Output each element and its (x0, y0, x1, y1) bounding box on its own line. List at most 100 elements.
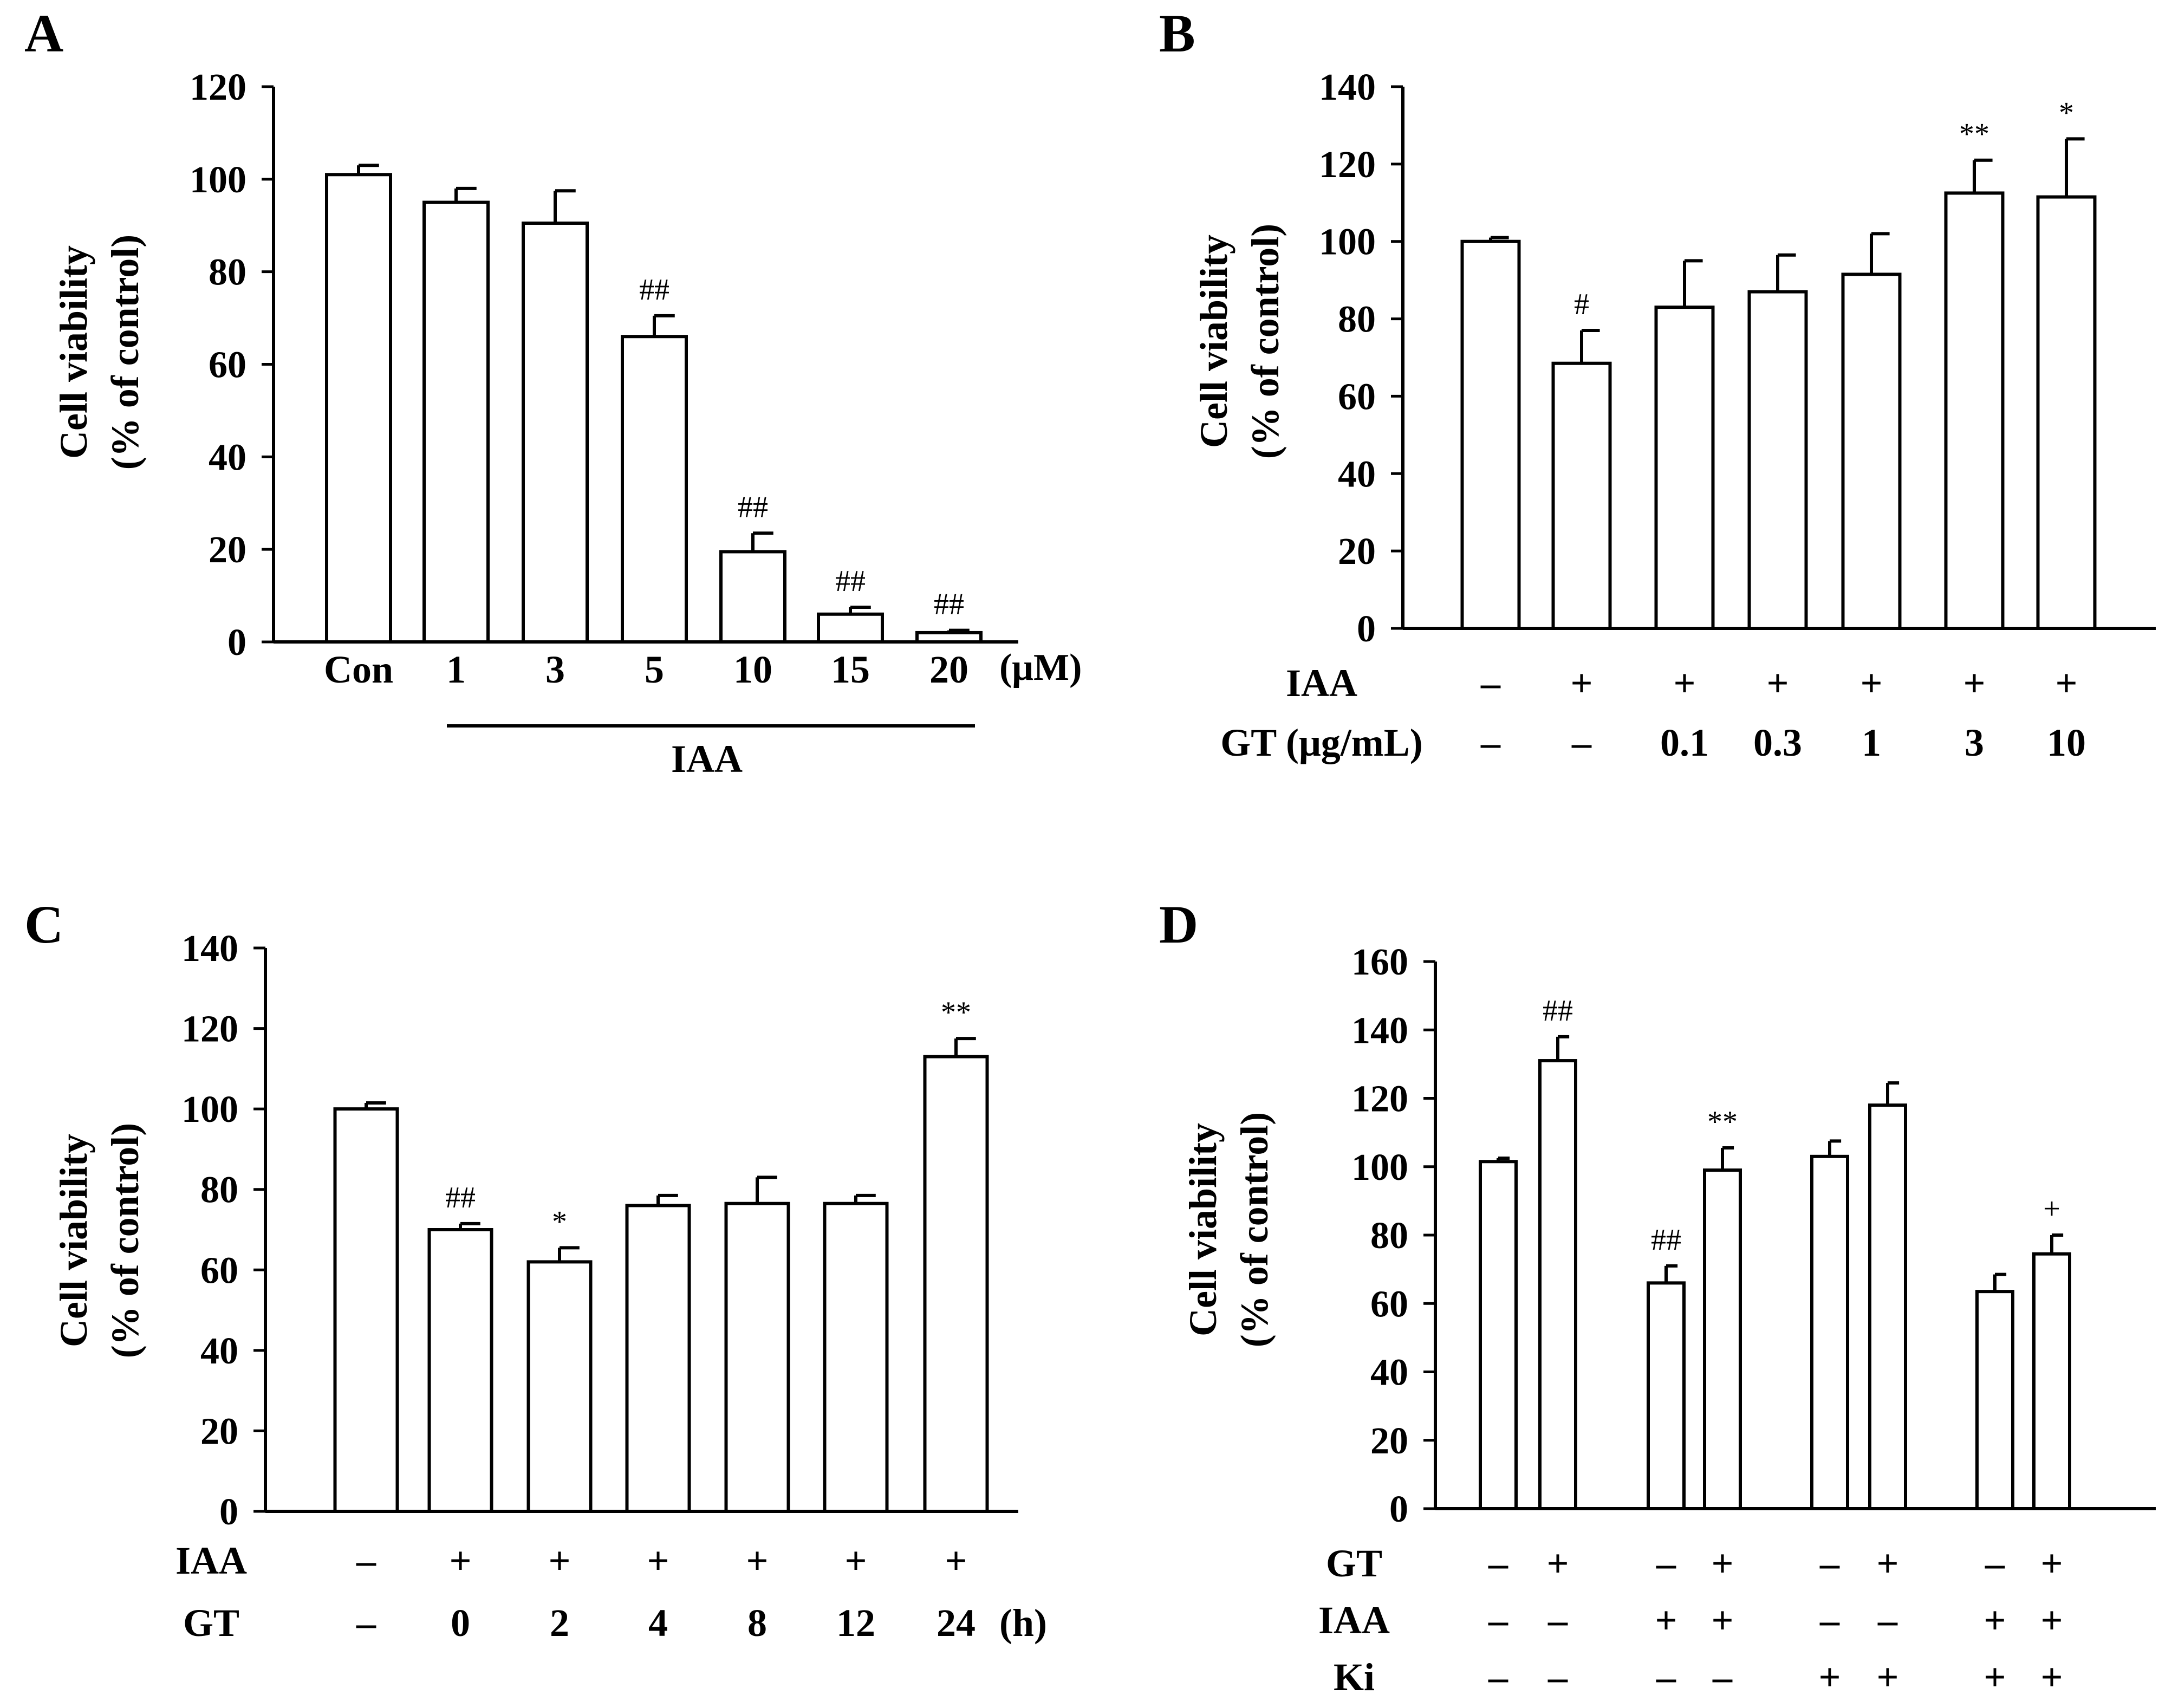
condition-value: 0.1 (1660, 721, 1709, 764)
x-tick-label: 5 (645, 648, 664, 691)
panel-d-y-axis: 0 20 40 60 80 100 120 140 160 (1351, 941, 2156, 1530)
condition-value: + (1673, 661, 1695, 705)
y-tick-label: 0 (219, 1491, 238, 1533)
significance-label: ## (1651, 1223, 1681, 1257)
y-tick-label: 0 (1357, 608, 1376, 650)
bar (522, 221, 589, 644)
y-tick-label: 60 (1370, 1283, 1408, 1325)
bar (1747, 290, 1808, 630)
significance-label: ## (738, 490, 768, 524)
condition-value: + (2055, 661, 2077, 705)
y-tick-label: 120 (190, 67, 246, 108)
condition-value: 1 (1862, 721, 1881, 764)
condition-value: 4 (648, 1601, 668, 1645)
y-tick-label: 20 (1370, 1420, 1408, 1462)
y-tick-label: 100 (190, 159, 246, 201)
y-tick-label: 100 (181, 1089, 238, 1131)
bar (427, 1228, 493, 1513)
x-tick-label: Con (324, 648, 393, 691)
bar (1703, 1168, 1742, 1510)
significance-label: ** (941, 996, 971, 1029)
panel-c-unit: (h) (999, 1601, 1047, 1645)
condition-value: – (356, 1601, 376, 1645)
panel-b: B Cell viability (% of control) 0 20 40 60 8… (1159, 3, 2156, 764)
condition-value: – (1571, 721, 1592, 764)
y-tick-label: 120 (181, 1009, 238, 1050)
condition-value: + (449, 1539, 471, 1582)
condition-value: + (647, 1539, 669, 1582)
bar (2032, 1252, 2071, 1510)
y-tick-label: 60 (200, 1250, 238, 1291)
bar (2036, 195, 2097, 631)
panel-a-unit: (μM) (999, 647, 1082, 689)
panel-a: A Cell viability (% of control) 0 20 40 60 8… (24, 3, 1082, 781)
y-tick-label: 120 (1351, 1079, 1408, 1120)
condition-value: – (356, 1539, 376, 1582)
condition-value: + (1860, 661, 1882, 705)
panel-b-ylabel-line2: (% of control) (1244, 224, 1287, 459)
condition-row-label: IAA (1318, 1599, 1390, 1642)
y-tick-label: 120 (1319, 144, 1376, 186)
condition-value: + (2040, 1542, 2063, 1585)
condition-value: – (1877, 1599, 1898, 1642)
y-tick-label: 100 (1351, 1147, 1408, 1189)
bar (621, 335, 688, 644)
bar (325, 173, 392, 644)
bar (915, 631, 983, 644)
y-tick-label: 20 (1338, 531, 1376, 573)
y-tick-label: 60 (209, 345, 246, 386)
condition-row-label: GT (183, 1601, 239, 1645)
significance-label: ## (1543, 994, 1573, 1028)
panel-b-y-axis: 0 20 40 60 80 100 120 140 (1319, 67, 2156, 650)
significance-label: # (1574, 288, 1589, 321)
bar (333, 1107, 399, 1513)
panel-c-ylabel-line1: Cell viability (52, 1134, 95, 1347)
condition-value: – (1488, 1542, 1508, 1585)
y-tick-label: 80 (209, 252, 246, 294)
y-tick-label: 0 (1389, 1489, 1408, 1530)
bar (1551, 361, 1612, 630)
y-tick-label: 40 (1338, 453, 1376, 495)
y-tick-label: 20 (209, 529, 246, 571)
condition-value: + (844, 1539, 867, 1582)
panel-c-y-axis: 0 20 40 60 80 100 120 140 (181, 928, 1018, 1533)
bar (1647, 1281, 1686, 1510)
condition-value: – (1985, 1542, 2005, 1585)
panel-d-ylabel-line2: (% of control) (1233, 1112, 1276, 1348)
condition-value: – (1480, 721, 1501, 764)
panel-d: D Cell viability (% of control) 0 20 40 60 8… (1159, 894, 2156, 1699)
bar (724, 1202, 790, 1514)
significance-label: * (2059, 96, 2074, 129)
y-tick-label: 40 (209, 437, 246, 478)
panel-b-ylabel: Cell viability (% of control) (1192, 224, 1287, 459)
condition-value: + (1711, 1599, 1733, 1642)
x-tick-label: 15 (831, 648, 870, 691)
condition-value: + (1876, 1542, 1898, 1585)
condition-value: + (945, 1539, 967, 1582)
condition-value: + (2040, 1655, 2063, 1699)
bar (1654, 306, 1715, 630)
y-tick-label: 60 (1338, 376, 1376, 418)
significance-label: ** (1959, 118, 1989, 151)
bar (719, 550, 786, 644)
panel-b-condition-rows: IAA – + + + + + + GT (μg/mL) – – 0.1 0.3 1 3 10 (1220, 661, 2086, 764)
y-tick-label: 80 (1338, 299, 1376, 341)
condition-value: – (1547, 1599, 1568, 1642)
bar (1841, 272, 1902, 630)
condition-row-label: IAA (175, 1539, 247, 1582)
bar (1944, 191, 2005, 630)
panel-d-bars: ## ## ** + (1479, 994, 2071, 1510)
condition-value: 24 (937, 1601, 976, 1645)
condition-value: – (1480, 661, 1501, 705)
condition-value: – (1488, 1599, 1508, 1642)
condition-value: – (1547, 1655, 1568, 1699)
condition-row-label: GT (1326, 1542, 1382, 1585)
panel-a-ylabel-line2: (% of control) (103, 235, 147, 470)
condition-value: + (1963, 661, 1985, 705)
condition-value: – (1656, 1542, 1676, 1585)
condition-value: 10 (2047, 721, 2086, 764)
y-tick-label: 0 (227, 622, 246, 664)
y-tick-label: 80 (1370, 1215, 1408, 1257)
significance-label: * (552, 1205, 567, 1238)
